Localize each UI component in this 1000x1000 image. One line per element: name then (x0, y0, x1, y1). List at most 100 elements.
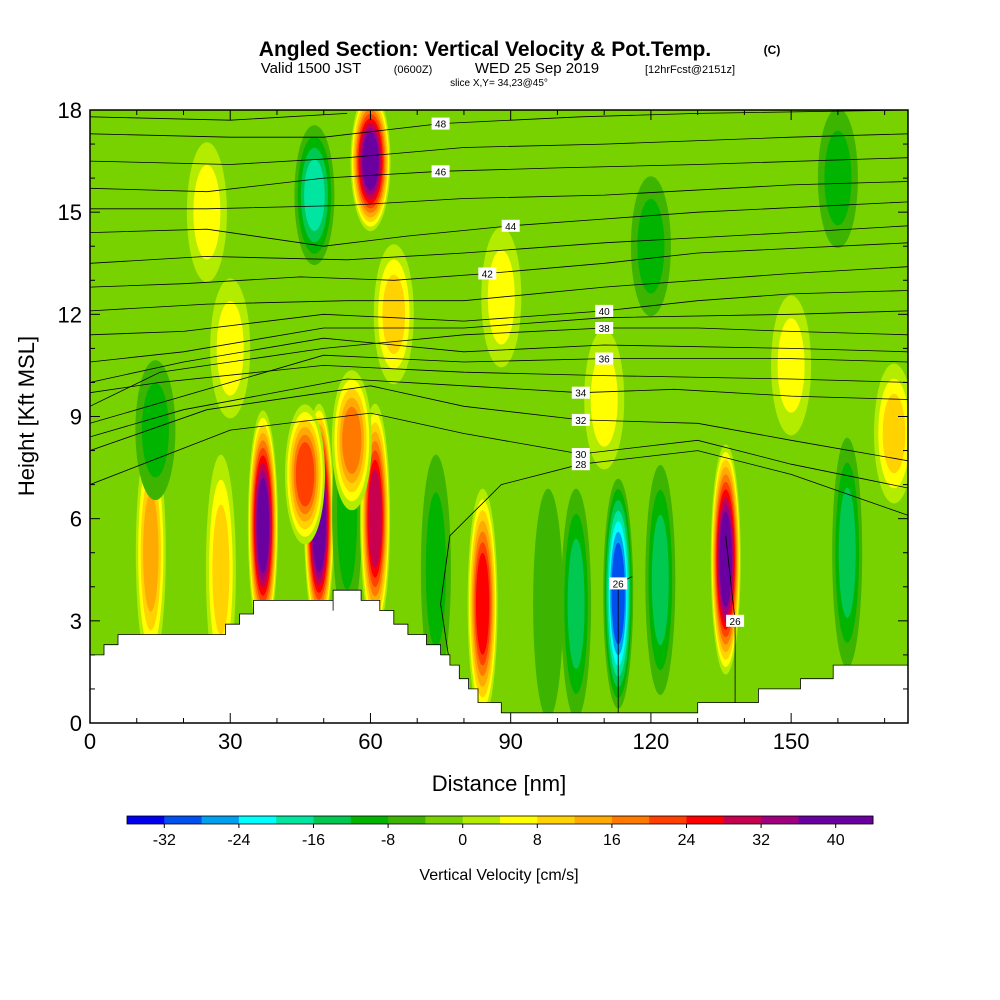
velocity-contour-band (295, 442, 315, 507)
velocity-contour-band (637, 198, 665, 294)
velocity-contour-band (425, 492, 446, 648)
y-axis-label: Height [Kft MSL] (14, 336, 39, 496)
isentrope-label-text: 28 (575, 460, 587, 471)
isentrope-label: 28 (571, 458, 590, 471)
isentrope-label-bg (478, 267, 497, 280)
velocity-contour-band (777, 318, 805, 413)
isentrope-label-bg (571, 413, 590, 426)
isentrope-label-text: 30 (575, 450, 587, 461)
isentrope-label-text: 34 (575, 389, 587, 400)
colorbar: -32 -24 -16 -8 0 8 16 24 32 40 (126, 815, 874, 849)
colorbar-swatch (537, 816, 576, 824)
colorbar-swatch (313, 816, 352, 824)
subtitle-date: WED 25 Sep 2019 (475, 60, 599, 77)
velocity-cell (294, 125, 335, 266)
colorbar-swatch (574, 816, 613, 824)
isentrope-label: 40 (595, 304, 614, 318)
isentrope-line (90, 385, 908, 462)
colorbar-swatch (388, 816, 426, 824)
isentrope-line (90, 181, 908, 210)
isentrope-label-bg (595, 352, 614, 365)
colorbar-swatch (798, 816, 837, 824)
isentrope-line (90, 412, 908, 489)
x-tick-label: 0 (84, 729, 96, 754)
x-tick-label: 30 (218, 729, 242, 754)
colorbar-frame (126, 815, 874, 825)
isentrope-label: 34 (571, 386, 590, 400)
isentrope-label-text: 26 (730, 617, 742, 628)
isentrope-label: 44 (501, 219, 520, 233)
colorbar-swatch (723, 816, 762, 824)
colorbar-swatch (127, 816, 165, 824)
colorbar-swatch (350, 816, 389, 824)
x-axis: 0 30 60 90 120 150 (84, 110, 886, 754)
isentrope-line (90, 327, 908, 407)
colorbar-swatch (835, 816, 874, 824)
isentrope-line (440, 450, 908, 666)
velocity-cell (210, 278, 251, 419)
velocity-contour-band (212, 504, 230, 635)
isentrope-label-text: 32 (575, 416, 587, 427)
terrain (90, 589, 908, 723)
isentrope-label: 32 (571, 413, 590, 427)
velocity-cell (584, 329, 625, 470)
colorbar-swatch (276, 816, 314, 824)
velocity-contour-band (368, 469, 382, 569)
colorbar-tick-label: -24 (227, 832, 250, 849)
x-tick-label: 60 (358, 729, 382, 754)
x-tick-label: 120 (633, 729, 670, 754)
isentrope-label-text: 40 (599, 307, 611, 318)
velocity-contour-band (882, 393, 906, 474)
velocity-contour-band (256, 477, 270, 574)
velocity-contour-band (304, 159, 325, 232)
isentrope-label-text: 26 (613, 579, 625, 590)
isentrope-label: 46 (431, 165, 450, 178)
isentrope-line (90, 113, 348, 121)
y-tick-label: 3 (70, 609, 82, 634)
colorbar-swatch (201, 816, 240, 824)
colorbar-tick-label: 8 (533, 832, 542, 849)
isentrope-line (90, 337, 908, 383)
isentrope-line (90, 364, 908, 394)
isentrope-label-text: 38 (599, 324, 611, 335)
isentrope-line (90, 225, 908, 264)
colorbar-tick-label: 16 (603, 832, 621, 849)
velocity-cell (832, 437, 863, 668)
x-tick-label: 150 (773, 729, 810, 754)
isentrope-label-bg (431, 165, 450, 178)
colorbar-swatch (425, 816, 464, 824)
colorbar-label: Vertical Velocity [cm/s] (419, 867, 578, 884)
isentrope-label: 38 (595, 322, 614, 335)
velocity-contour-band (719, 511, 732, 608)
subtitle-valid: Valid 1500 JST (261, 60, 362, 77)
velocity-contour-band (533, 488, 564, 719)
isentrope-line (90, 354, 908, 424)
colorbar-tick-label: 24 (678, 832, 696, 849)
velocity-cell (645, 465, 676, 695)
isentrope-label-bg (571, 458, 590, 471)
isentrope-line (90, 310, 908, 363)
isentrope-label-bg (595, 304, 614, 317)
isentrope-label: 36 (595, 352, 614, 366)
y-tick-label: 0 (70, 711, 82, 736)
velocity-cell (630, 176, 671, 317)
colorbar-swatch (686, 816, 725, 824)
copyright-mark: (C) (764, 43, 781, 57)
velocity-contour-band (476, 552, 490, 655)
subtitle-forecast: [12hrFcst@2151z] (645, 64, 735, 76)
isentrope-label: 42 (478, 267, 497, 281)
velocity-cell (186, 142, 227, 283)
isentrope-label-bg (571, 386, 590, 399)
velocity-contour-band (567, 538, 585, 669)
colorbar-swatch (238, 816, 277, 824)
velocity-cell (467, 488, 498, 719)
isentrope-line (90, 133, 908, 165)
velocity-contour-band (824, 130, 852, 226)
velocity-contour-band (362, 132, 379, 191)
isentrope-label-bg (726, 614, 745, 627)
velocity-cell (710, 444, 741, 675)
velocity-contour-band (342, 406, 362, 474)
velocity-cell (331, 370, 372, 511)
